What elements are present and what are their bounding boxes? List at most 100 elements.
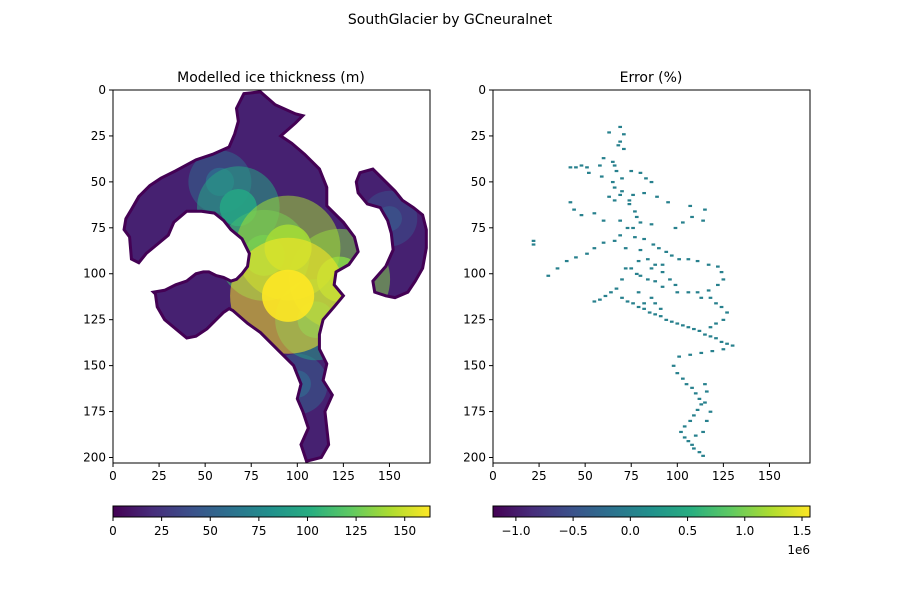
error-cell <box>618 125 623 129</box>
error-cell <box>629 169 634 173</box>
y-tick-label: 100 <box>83 267 106 281</box>
error-cell <box>592 212 597 215</box>
x-tick-label: 100 <box>666 469 689 483</box>
error-cell <box>706 289 711 292</box>
error-cell <box>546 274 551 277</box>
error-cell <box>586 171 591 174</box>
error-cell <box>636 259 641 263</box>
error-cell <box>614 287 619 290</box>
error-cell <box>686 326 691 329</box>
error-cell <box>623 247 628 250</box>
error-cell <box>653 263 658 266</box>
error-cell <box>666 201 670 204</box>
error-cell <box>704 419 709 423</box>
thickness-heatmap <box>122 90 428 463</box>
error-cell <box>601 241 606 244</box>
error-cell <box>675 322 680 325</box>
x-tick-label: 50 <box>198 469 213 483</box>
error-cell <box>716 283 720 287</box>
error-cell <box>690 443 694 446</box>
error-cell <box>598 164 602 167</box>
error-cell <box>688 204 693 208</box>
error-cell <box>682 425 687 428</box>
error-cell <box>699 351 704 355</box>
axes-frame <box>492 89 811 464</box>
error-cell <box>649 223 654 226</box>
error-cell <box>644 177 648 180</box>
y-tick-label: 25 <box>91 129 106 143</box>
error-cell <box>688 353 693 356</box>
error-cell <box>598 298 602 301</box>
error-cell <box>633 236 637 239</box>
error-cell <box>721 318 726 321</box>
error-cell <box>725 311 729 314</box>
error-cell <box>695 259 700 263</box>
y-tick-label: 25 <box>471 129 486 143</box>
thickness-hotspot-core <box>261 269 315 322</box>
colorbar-tick-label: 0 <box>109 524 117 538</box>
error-cell <box>660 270 665 274</box>
error-cell <box>631 302 635 305</box>
y-tick-label: 175 <box>83 405 106 419</box>
error-cell <box>638 221 643 224</box>
error-cell <box>618 219 623 222</box>
y-tick-label: 50 <box>91 175 106 189</box>
x-tick-label: 125 <box>332 469 355 483</box>
error-cell <box>653 313 658 316</box>
error-cell <box>642 191 646 195</box>
error-cell <box>612 239 617 242</box>
error-cell <box>677 355 681 358</box>
error-cell <box>531 243 536 246</box>
thickness-colorbar: 0 25 50 75 100 125 150 <box>109 505 431 538</box>
error-cell <box>703 208 707 211</box>
y-tick-label: 125 <box>463 313 486 327</box>
error-cell <box>680 221 685 224</box>
error-cell <box>620 177 624 180</box>
error-cell <box>634 215 639 219</box>
error-cell <box>623 267 628 270</box>
error-cell <box>693 434 698 437</box>
error-cell <box>592 247 597 250</box>
error-cell <box>638 274 643 277</box>
error-cell <box>585 166 589 169</box>
error-cell <box>703 401 707 404</box>
error-cell <box>622 133 626 136</box>
error-cell <box>631 226 635 230</box>
y-tick-label: 100 <box>463 267 486 281</box>
panel-title: Modelled ice thickness (m) <box>177 70 365 86</box>
y-tick-label: 150 <box>83 359 106 373</box>
error-cell <box>701 219 705 222</box>
axes-frame <box>112 89 431 464</box>
error-cell <box>730 344 735 347</box>
error-cell <box>579 164 584 167</box>
y-tick-label: 175 <box>463 405 486 419</box>
error-cell <box>642 302 646 305</box>
error-cell <box>574 166 578 169</box>
error-cell <box>642 237 646 241</box>
error-cell <box>612 199 617 202</box>
error-cell <box>721 278 726 281</box>
y-tick-label: 50 <box>471 175 486 189</box>
y-tick-label: 0 <box>98 83 106 97</box>
error-cell <box>629 267 634 270</box>
error-cell <box>714 337 718 340</box>
colorbar-tick-label: 125 <box>345 524 368 538</box>
error-cell <box>647 311 652 314</box>
colorbar-tick-label: 0.0 <box>621 524 640 538</box>
error-cell <box>693 392 698 395</box>
error-cell <box>657 247 661 250</box>
x-tick-label: 25 <box>531 469 546 483</box>
error-cell <box>616 144 621 147</box>
panel-title: Error (%) <box>620 70 683 86</box>
error-cell <box>660 263 665 266</box>
error-cell <box>625 226 630 230</box>
error-cell <box>703 333 707 336</box>
x-tick-label: 25 <box>151 469 166 483</box>
error-cell <box>721 348 726 351</box>
error-cell <box>692 447 696 450</box>
error-cell <box>651 243 656 246</box>
y-axis: 0 25 50 75 100 125 150 175 200 <box>83 83 113 464</box>
error-cell <box>690 386 694 389</box>
